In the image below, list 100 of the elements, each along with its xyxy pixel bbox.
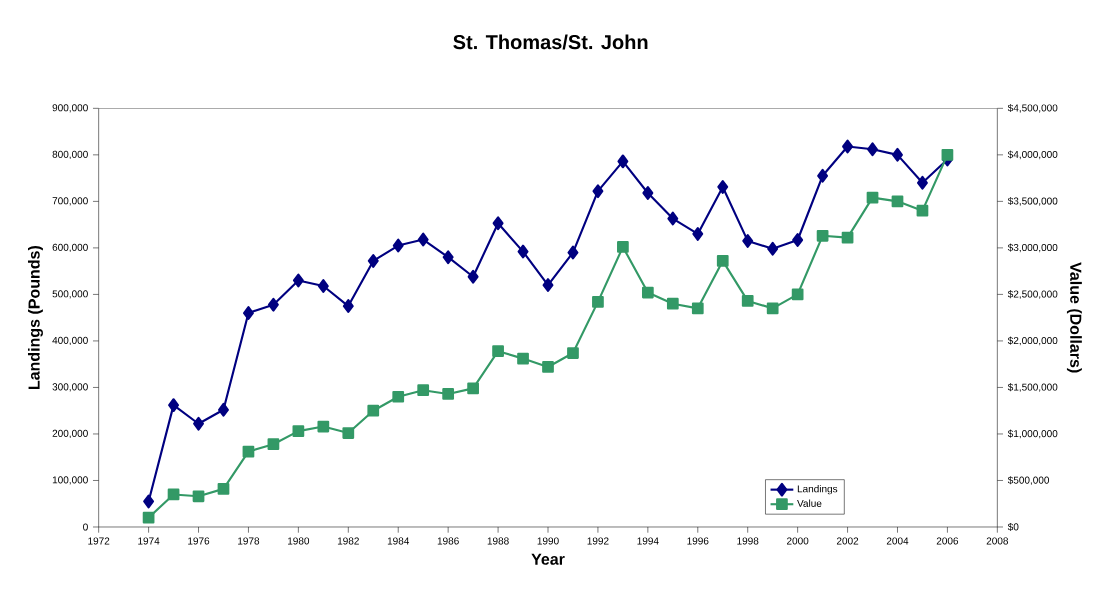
- x-tick-label: 2000: [787, 537, 809, 545]
- point: [467, 382, 479, 395]
- point: [891, 195, 904, 208]
- point: [242, 306, 254, 320]
- point: [317, 279, 329, 293]
- x-tick-label: 1990: [537, 537, 559, 545]
- y2-axis-title: Value (Dollars): [1066, 262, 1082, 373]
- point: [892, 147, 903, 162]
- y-tick-label: 100,000: [52, 476, 88, 485]
- point: [168, 398, 180, 413]
- point: [642, 186, 654, 200]
- x-tick-label: 1980: [288, 537, 310, 545]
- y-tick-label: 700,000: [52, 197, 88, 206]
- point: [767, 241, 779, 256]
- y2-tick-label: $0: [1007, 522, 1019, 532]
- x-tick-label: 1978: [238, 537, 260, 545]
- y-tick-label: 200,000: [52, 429, 88, 439]
- point: [442, 250, 454, 265]
- x-tick-label: 1982: [337, 537, 359, 545]
- point: [567, 245, 579, 260]
- point: [292, 273, 304, 288]
- point: [492, 216, 504, 231]
- point: [167, 488, 180, 501]
- point: [667, 211, 679, 226]
- point: [766, 302, 779, 315]
- point: [916, 175, 928, 190]
- x-tick-label: 2006: [936, 537, 959, 545]
- point: [716, 255, 729, 267]
- point: [866, 191, 879, 204]
- x-axis-title: Year: [531, 553, 565, 565]
- y2-tick-label: $4,000,000: [1007, 150, 1058, 160]
- x-tick-label: 1986: [437, 537, 459, 545]
- point: [292, 425, 305, 438]
- point: [267, 297, 279, 312]
- point: [342, 299, 354, 313]
- point: [242, 445, 255, 458]
- point: [742, 233, 754, 248]
- chart-title: St. Thomas/St. John: [453, 34, 648, 50]
- y2-tick-label: $500,000: [1007, 476, 1050, 485]
- point: [492, 345, 504, 358]
- y2-tick-label: $3,500,000: [1007, 197, 1058, 206]
- point: [941, 148, 954, 161]
- y2-tick-label: $2,000,000: [1007, 336, 1058, 346]
- point: [692, 227, 704, 241]
- y-tick-label: 400,000: [52, 336, 88, 346]
- point: [916, 204, 929, 217]
- point: [517, 244, 529, 259]
- point: [867, 142, 878, 157]
- x-tick-label: 2002: [836, 537, 859, 545]
- y2-tick-label: $2,500,000: [1007, 290, 1058, 299]
- y2-tick-label: $4,500,000: [1007, 103, 1058, 113]
- point: [841, 231, 854, 244]
- y-tick-label: 500,000: [52, 290, 88, 299]
- point: [517, 352, 529, 365]
- point: [542, 278, 554, 293]
- point: [442, 388, 455, 400]
- legend-label: Value: [797, 499, 822, 507]
- point: [842, 139, 854, 154]
- x-tick-label: 1976: [188, 537, 210, 545]
- y-tick-label: 900,000: [52, 104, 88, 113]
- point: [217, 482, 230, 495]
- x-tick-label: 2008: [986, 537, 1009, 545]
- point: [143, 494, 155, 509]
- x-tick-label: 1998: [737, 537, 759, 545]
- point: [666, 297, 679, 310]
- point: [193, 416, 204, 431]
- x-tick-label: 1988: [487, 537, 509, 545]
- point: [741, 295, 754, 307]
- point: [641, 286, 654, 299]
- point: [267, 438, 280, 451]
- x-tick-label: 1972: [88, 537, 110, 545]
- y2-tick-label: $3,000,000: [1007, 243, 1058, 253]
- x-tick-label: 1984: [387, 537, 410, 545]
- y2-tick-label: $1,500,000: [1007, 383, 1058, 392]
- point: [592, 184, 604, 199]
- point: [392, 238, 404, 253]
- point: [142, 511, 155, 524]
- point: [192, 490, 205, 503]
- point: [717, 180, 729, 194]
- point: [617, 154, 629, 169]
- point: [367, 404, 380, 417]
- x-tick-label: 1996: [687, 537, 709, 545]
- point: [367, 253, 379, 268]
- y-tick-label: 800,000: [52, 150, 88, 159]
- x-tick-label: 1994: [637, 537, 659, 545]
- y2-tick-label: $1,000,000: [1007, 429, 1058, 439]
- y-axis-title: Landings (Pounds): [27, 246, 43, 390]
- x-tick-label: 1974: [138, 537, 160, 545]
- point: [816, 229, 829, 242]
- x-tick-label: 2004: [886, 537, 909, 545]
- point: [567, 347, 579, 359]
- point: [342, 427, 355, 439]
- point: [542, 361, 554, 373]
- point: [417, 384, 430, 397]
- point: [691, 302, 704, 315]
- point: [417, 232, 429, 247]
- point: [467, 269, 479, 284]
- point: [792, 233, 804, 247]
- point: [817, 168, 829, 183]
- y-tick-label: 300,000: [52, 383, 88, 392]
